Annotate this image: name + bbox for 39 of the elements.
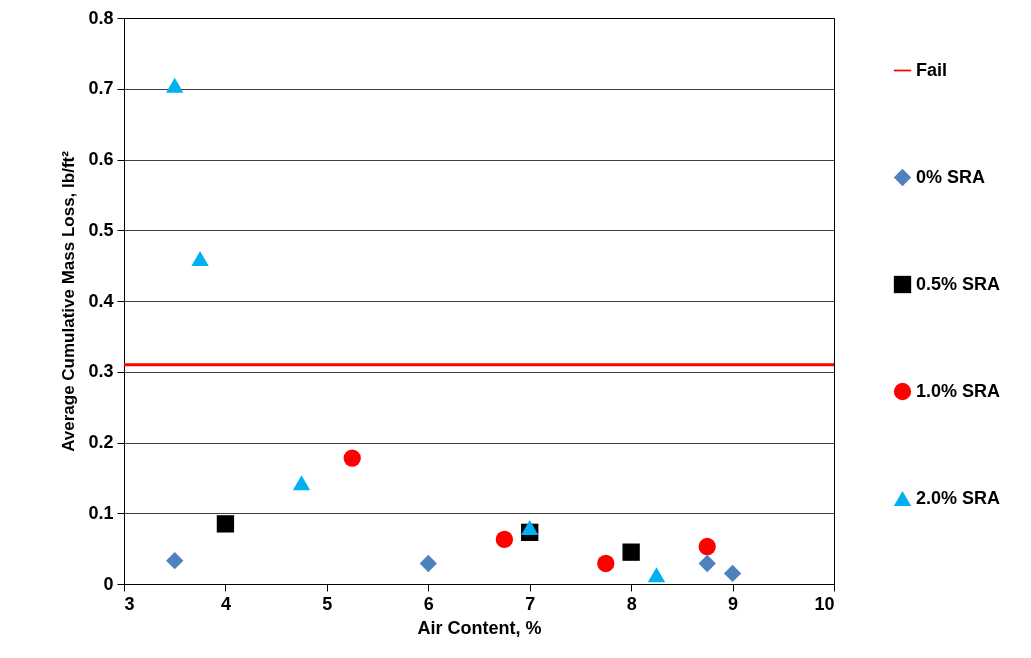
y-tick-label: 0.2: [88, 432, 114, 452]
point: [166, 77, 184, 93]
y-tick-label: 0: [103, 573, 114, 594]
legend-label: 2.0% SRA: [916, 487, 1001, 508]
legend-label: 0% SRA: [916, 166, 986, 187]
y-tick-label: 0.4: [88, 290, 114, 311]
legend-label: Fail: [916, 59, 948, 80]
x-tick-label: 6: [423, 593, 434, 614]
y-tick-label: 0.1: [88, 502, 114, 523]
point: [622, 543, 640, 561]
y-tick-label: 0.7: [88, 78, 114, 99]
y-tick-label: 0.5: [88, 219, 114, 240]
point: [495, 530, 514, 549]
x-tick-label: 7: [525, 593, 536, 614]
y-axis-title: Average Cumulative Mass Loss, lb/ft²: [59, 150, 79, 452]
point: [166, 551, 184, 570]
x-tick-label: 8: [626, 593, 637, 614]
point: [216, 515, 235, 533]
y-tick-label: 0.3: [88, 361, 114, 382]
x-tick-label: 10: [814, 593, 835, 614]
x-tick-label: 3: [124, 593, 135, 614]
x-tick-label: 9: [728, 593, 739, 614]
y-tick-label: 0.6: [88, 149, 114, 169]
point: [647, 567, 666, 583]
point: [343, 449, 361, 467]
legend-label: 0.5% SRA: [916, 273, 1001, 294]
point: [419, 554, 437, 573]
point: [191, 251, 209, 267]
point: [597, 554, 615, 573]
point: [698, 554, 716, 573]
point: [698, 537, 716, 556]
x-tick-label: 5: [322, 593, 333, 614]
legend-label: 1.0% SRA: [916, 380, 1001, 401]
x-tick-label: 4: [220, 593, 231, 614]
y-tick-label: 0.8: [88, 7, 114, 28]
x-axis-title: Air Content, %: [417, 617, 542, 638]
point: [723, 564, 742, 583]
point: [521, 519, 539, 535]
point: [292, 475, 311, 491]
